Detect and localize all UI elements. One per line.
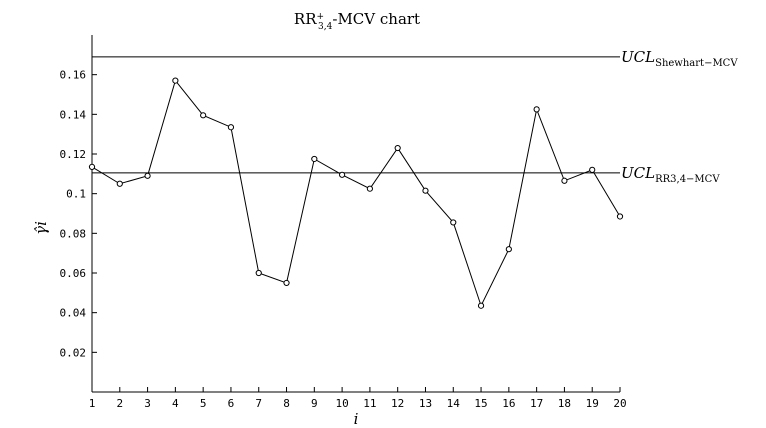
y-tick-label: 0.14 [60, 108, 87, 121]
x-tick-label: 19 [586, 397, 599, 410]
data-point [227, 124, 235, 131]
data-point [533, 106, 540, 113]
x-tick-label: 6 [228, 397, 235, 410]
data-point [311, 155, 318, 163]
data-point [88, 163, 96, 170]
data-point [394, 144, 401, 152]
y-tick-label: 0.02 [60, 346, 87, 359]
control-limit-label: UCLShewhart−MCV [621, 48, 738, 69]
x-axis-label: i [354, 410, 359, 428]
x-tick-label: 17 [530, 397, 543, 410]
x-tick-label: 16 [502, 397, 515, 410]
control-limit-label: UCLRR3,4−MCV [621, 164, 720, 185]
y-tick-label: 0.08 [60, 227, 87, 240]
x-tick-group: 1 2 3 4 5 6 7 8 9 10 11 12 13 14 15 16 17 18 19 20 [89, 387, 627, 410]
x-tick-label: 3 [144, 397, 151, 410]
data-point [477, 302, 485, 309]
data-point [450, 219, 457, 226]
x-tick-label: 15 [474, 397, 487, 410]
y-tick-label: 0.06 [60, 267, 87, 280]
x-tick-label: 10 [335, 397, 348, 410]
x-tick-label: 11 [363, 397, 376, 410]
data-point [116, 180, 123, 187]
x-tick-label: 2 [116, 397, 123, 410]
data-point [283, 279, 290, 287]
x-tick-label: 8 [283, 397, 290, 410]
data-point [366, 185, 373, 192]
y-axis-label: γ̂i [32, 221, 50, 235]
data-point [144, 172, 151, 179]
x-tick-label: 5 [200, 397, 207, 410]
x-tick-label: 20 [613, 397, 626, 410]
control-limit-group: UCLShewhart−MCV UCLRR3,4−MCV [92, 48, 738, 185]
series-line [91, 79, 621, 308]
data-point [172, 77, 179, 84]
y-tick-label: 0.12 [60, 148, 87, 161]
data-point [616, 213, 624, 220]
data-point [561, 177, 568, 184]
y-tick-label: 0.04 [60, 307, 87, 320]
data-point [339, 171, 346, 178]
data-point [505, 246, 512, 253]
x-tick-label: 9 [311, 397, 318, 410]
data-point [422, 187, 429, 194]
y-tick-label: 0.16 [60, 69, 87, 82]
x-tick-label: 18 [558, 397, 571, 410]
y-tick-group: 0.02 0.04 0.06 0.08 0.1 0.12 0.14 0.16 [60, 69, 97, 359]
x-tick-label: 1 [89, 397, 96, 410]
x-tick-label: 12 [391, 397, 404, 410]
x-tick-label: 13 [419, 397, 432, 410]
x-tick-label: 7 [255, 397, 262, 410]
x-tick-label: 4 [172, 397, 179, 410]
x-tick-label: 14 [447, 397, 461, 410]
data-point [200, 112, 207, 119]
chart-title: RR+ 3,4-MCV chart [294, 10, 420, 32]
data-point [589, 166, 596, 173]
y-tick-label: 0.1 [66, 188, 86, 201]
data-point [255, 269, 262, 277]
data-point-group [88, 77, 624, 309]
